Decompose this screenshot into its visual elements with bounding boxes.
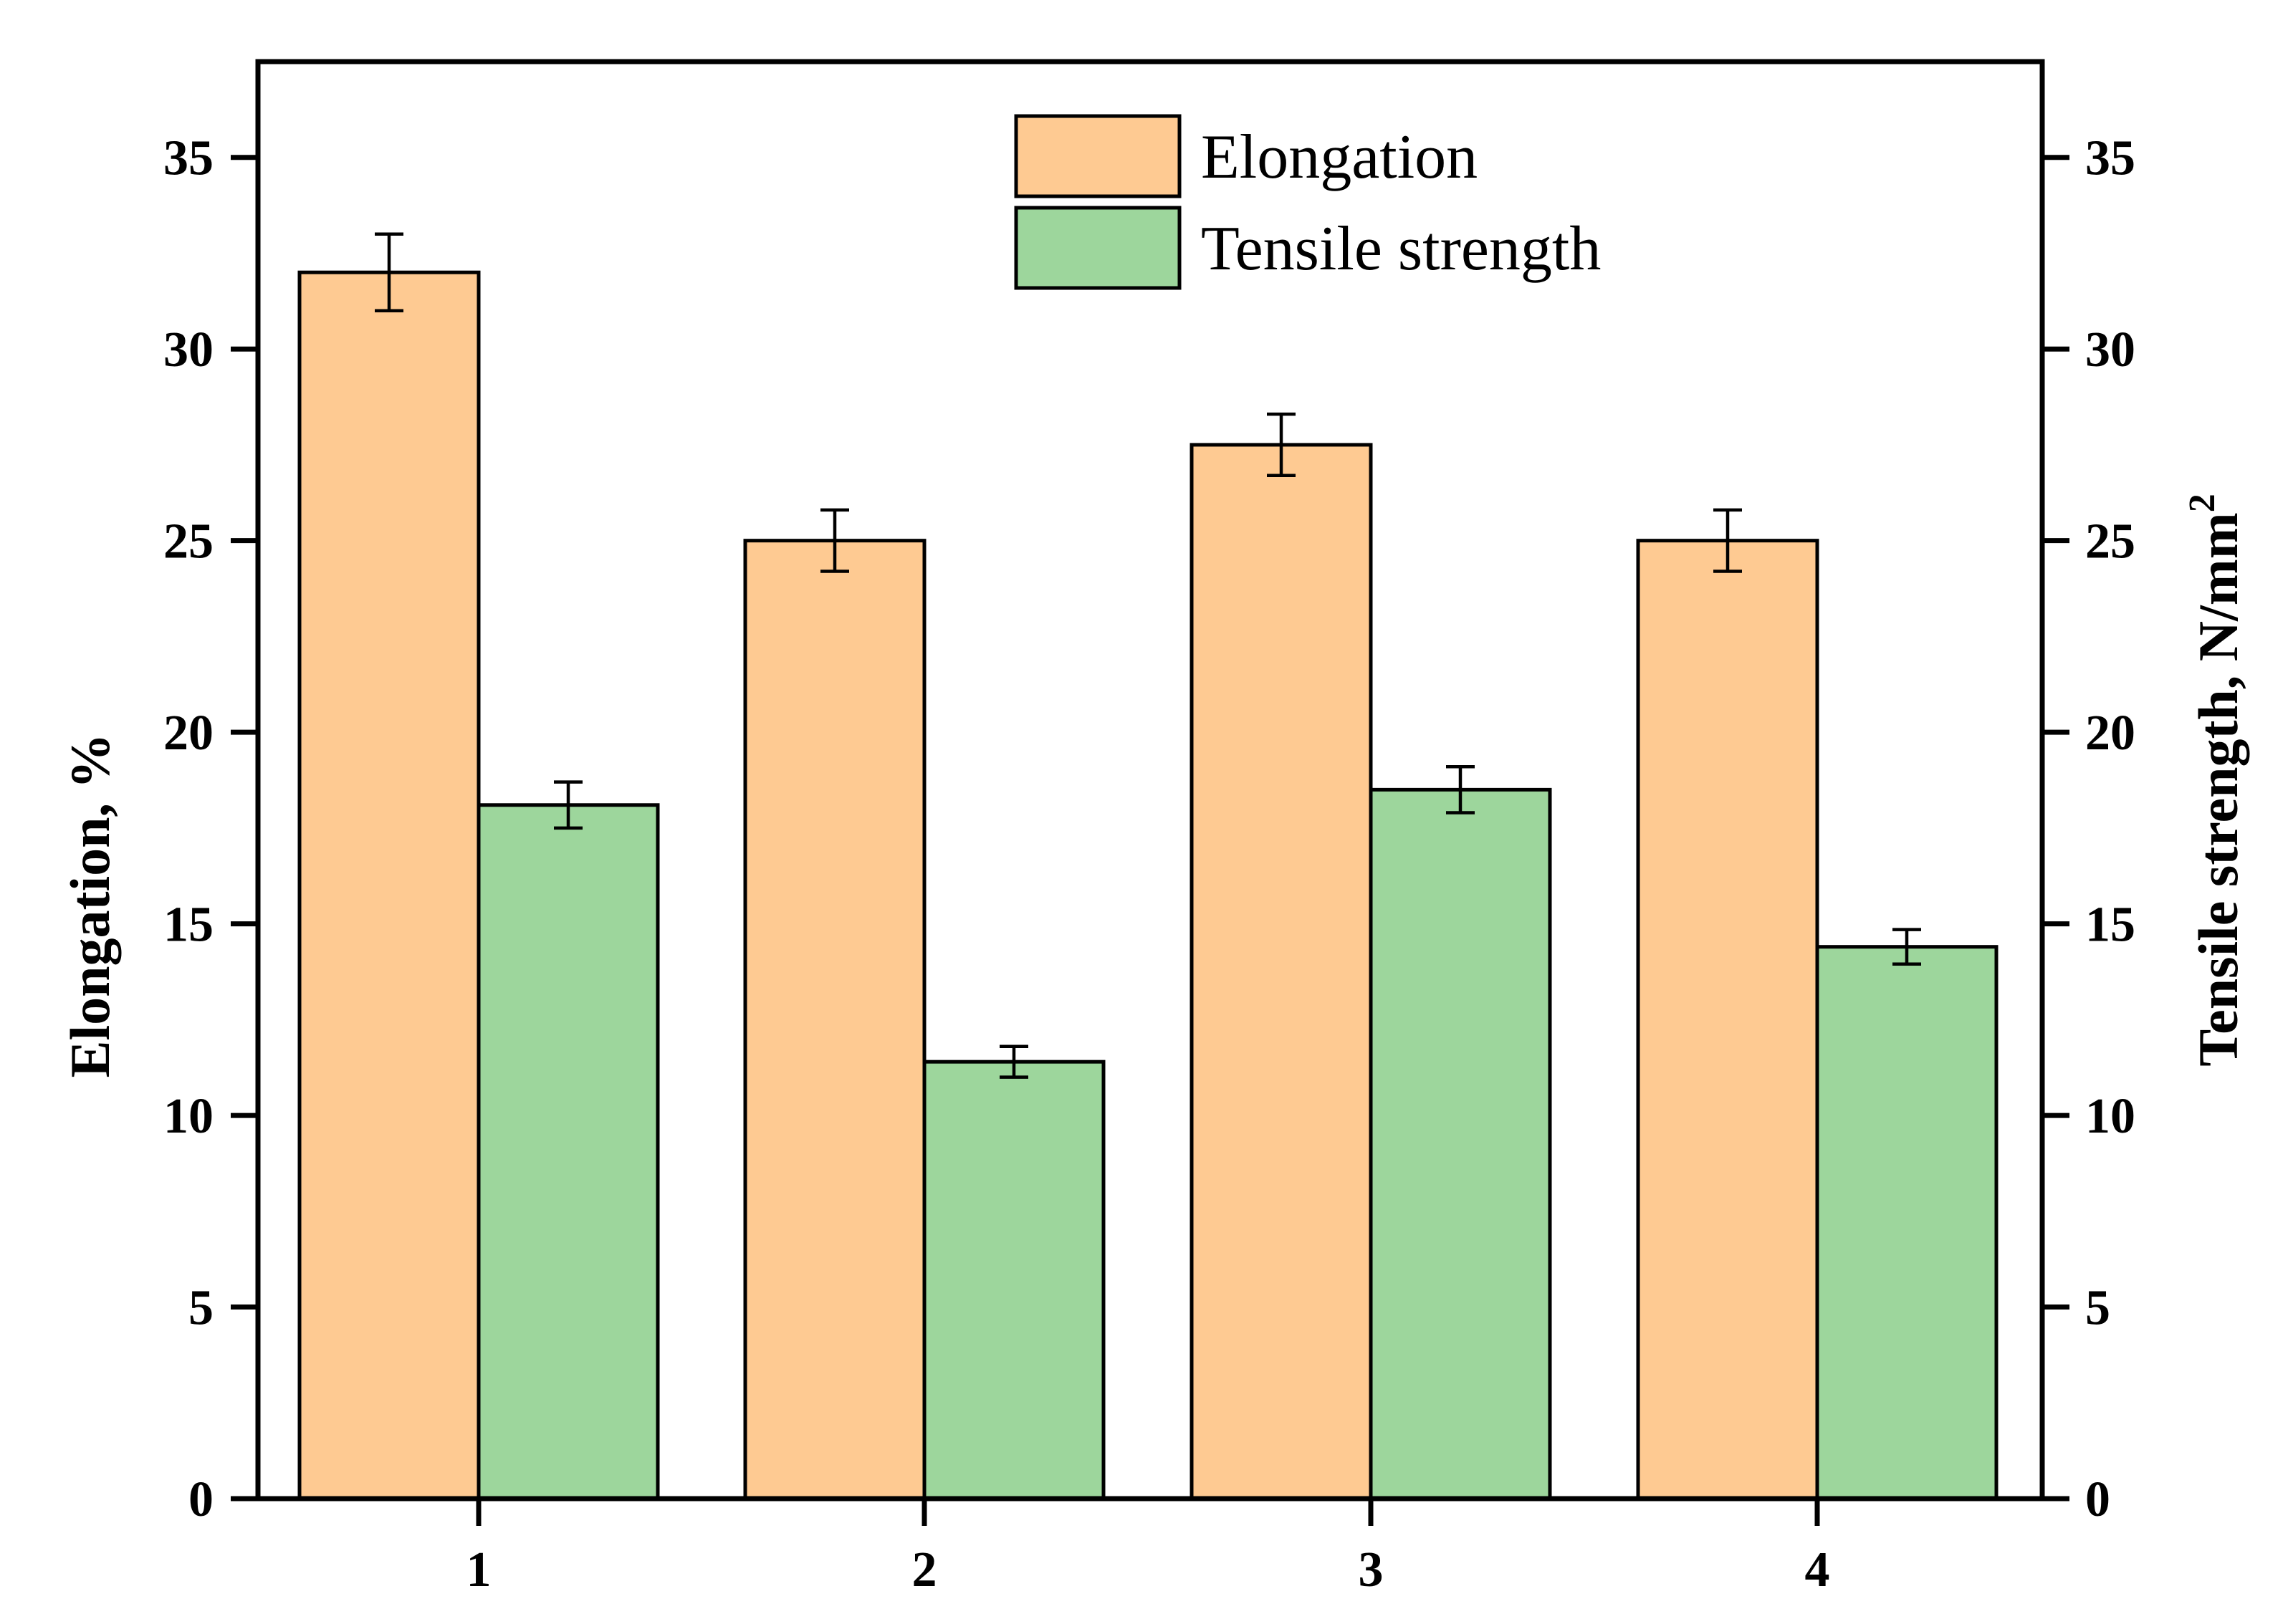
left-axis: 0 5 10 15 20 25 30 35 — [163, 131, 258, 1527]
y-axis-title-right-text: Tensile strength, N/mm — [2187, 512, 2249, 1067]
errorbar-tensile-strength-3 — [1446, 765, 1475, 815]
errorbar-elongation-4 — [1713, 508, 1742, 573]
bar-elongation-1 — [297, 270, 481, 1501]
left-tick-label-10: 10 — [163, 1089, 214, 1144]
legend-swatch-elongation — [1014, 114, 1182, 198]
y-axis-title-left: Elongation, % — [59, 733, 121, 1077]
bar-tensile-strength-1 — [477, 803, 660, 1501]
legend-label-tensile-strength: Tensile strength — [1201, 214, 1601, 284]
right-tick-label-10: 10 — [2085, 1089, 2135, 1144]
right-tick-label-30: 30 — [2085, 322, 2135, 378]
left-tick-label-5: 5 — [188, 1281, 214, 1336]
errorbar-elongation-1 — [375, 232, 403, 312]
left-tick-label-35: 35 — [163, 131, 214, 186]
errorbar-tensile-strength-2 — [1000, 1044, 1028, 1079]
left-tick-label-0: 0 — [188, 1472, 214, 1527]
left-tick-label-25: 25 — [163, 514, 214, 570]
right-tick-label-25: 25 — [2085, 514, 2135, 570]
errorbar-tensile-strength-1 — [554, 780, 583, 830]
x-tick-label-1: 1 — [466, 1542, 492, 1597]
bar-elongation-2 — [743, 539, 927, 1501]
legend-swatch-tensile-strength — [1014, 206, 1182, 290]
right-tick-label-0: 0 — [2085, 1472, 2110, 1527]
plot-frame — [255, 59, 2045, 1502]
y-axis-title-right-superscript: 2 — [2182, 494, 2223, 512]
errorbar-tensile-strength-4 — [1892, 928, 1921, 966]
left-tick-label-15: 15 — [163, 898, 214, 953]
right-axis: 0 5 10 15 20 25 30 35 — [2042, 131, 2135, 1527]
x-tick-label-3: 3 — [1359, 1542, 1384, 1597]
right-tick-label-15: 15 — [2085, 898, 2135, 953]
bar-tensile-strength-4 — [1815, 945, 1999, 1501]
right-tick-label-20: 20 — [2085, 706, 2135, 761]
bars-layer — [297, 270, 1999, 1501]
left-tick-label-20: 20 — [163, 706, 214, 761]
y-axis-title-right: Tensile strength, N/mm2 — [2182, 494, 2249, 1067]
errorbars-layer — [375, 232, 1921, 1079]
errorbar-elongation-2 — [820, 508, 849, 573]
x-axis: 1 2 3 4 — [466, 1499, 1830, 1597]
bar-tensile-strength-3 — [1369, 787, 1552, 1501]
legend-label-elongation: Elongation — [1201, 122, 1478, 192]
right-tick-label-5: 5 — [2085, 1281, 2110, 1336]
x-tick-label-2: 2 — [912, 1542, 937, 1597]
x-tick-label-4: 4 — [1805, 1542, 1830, 1597]
bar-tensile-strength-2 — [922, 1060, 1106, 1501]
bar-elongation-4 — [1636, 539, 1819, 1501]
errorbar-elongation-3 — [1267, 412, 1296, 477]
right-tick-label-35: 35 — [2085, 131, 2135, 186]
left-tick-label-30: 30 — [163, 322, 214, 378]
legend: Elongation Tensile strength — [1014, 114, 1601, 290]
bar-elongation-3 — [1190, 443, 1373, 1501]
